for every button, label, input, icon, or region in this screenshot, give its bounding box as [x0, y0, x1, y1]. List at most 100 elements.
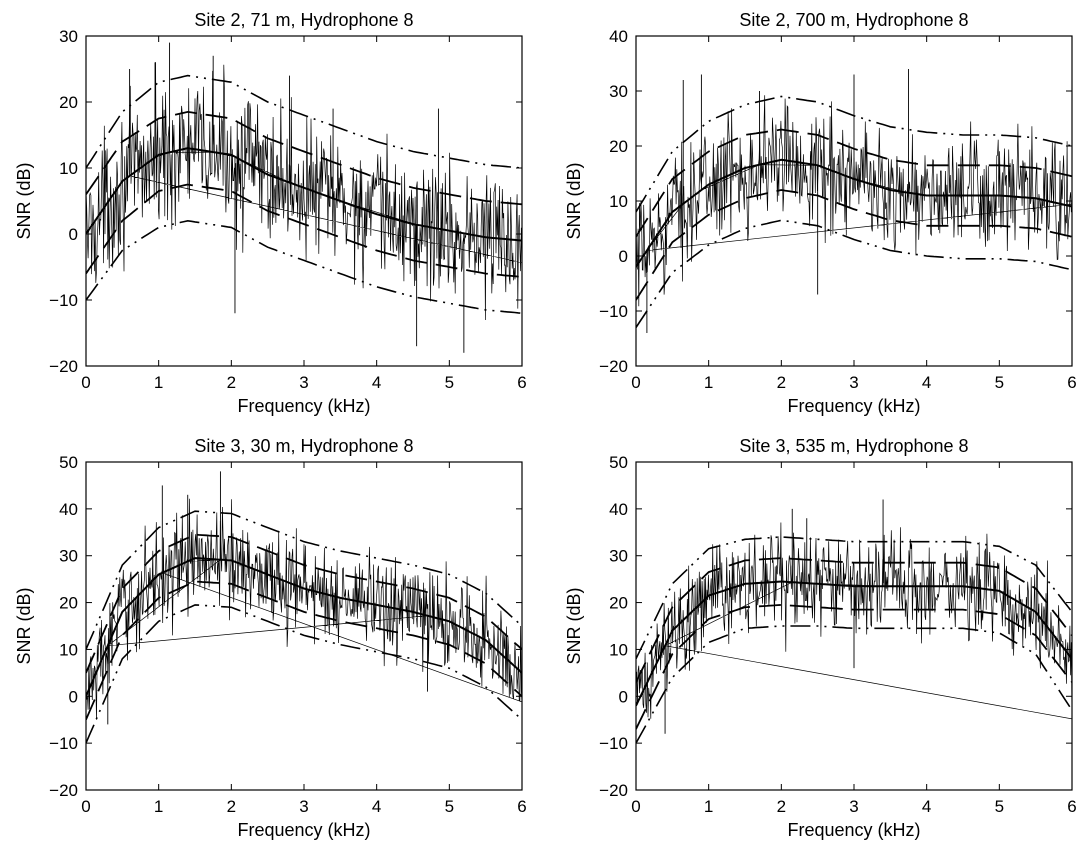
y-tick-label: 0 — [619, 687, 628, 706]
y-tick-label: 40 — [609, 500, 628, 519]
x-tick-label: 4 — [922, 797, 931, 816]
x-tick-label: 4 — [372, 797, 381, 816]
y-axis-label: SNR (dB) — [14, 162, 34, 239]
x-tick-label: 5 — [445, 797, 454, 816]
series-dashdot-5 — [86, 604, 522, 744]
y-tick-label: 40 — [609, 27, 628, 46]
y-axis-label: SNR (dB) — [564, 587, 584, 664]
series-solid-1 — [86, 557, 522, 697]
x-tick-label: 1 — [154, 797, 163, 816]
x-tick-label: 6 — [1067, 373, 1076, 392]
y-axis-label: SNR (dB) — [564, 162, 584, 239]
y-tick-label: −10 — [49, 734, 78, 753]
series-solid-1 — [636, 580, 1072, 707]
x-tick-label: 0 — [81, 797, 90, 816]
x-tick-label: 0 — [81, 373, 90, 392]
x-tick-label: 1 — [704, 373, 713, 392]
y-tick-label: 30 — [59, 27, 78, 46]
series-dashdot-4 — [86, 74, 522, 169]
series-dashed-2 — [86, 110, 522, 206]
y-tick-label: −20 — [599, 781, 628, 800]
series-dashed-2 — [636, 128, 1072, 238]
y-tick-label: 0 — [69, 687, 78, 706]
x-tick-label: 2 — [777, 797, 786, 816]
y-tick-label: 30 — [59, 547, 78, 566]
plot-area — [636, 499, 1072, 744]
x-tick-label: 3 — [299, 373, 308, 392]
series-dashdot-4 — [636, 536, 1072, 660]
x-tick-label: 3 — [299, 797, 308, 816]
series-solid-1 — [86, 147, 522, 242]
y-tick-label: 20 — [59, 594, 78, 613]
y-tick-label: 30 — [609, 547, 628, 566]
series-dashed-3 — [86, 580, 522, 721]
x-tick-label: 6 — [1067, 797, 1076, 816]
series-solid-1 — [636, 158, 1072, 268]
y-tick-label: −10 — [599, 734, 628, 753]
x-axis-label: Frequency (kHz) — [237, 820, 370, 840]
y-tick-label: 10 — [59, 640, 78, 659]
x-tick-label: 1 — [704, 797, 713, 816]
series-measured-snr — [636, 95, 1072, 307]
x-axis-label: Frequency (kHz) — [237, 396, 370, 416]
x-tick-label: 6 — [517, 797, 526, 816]
plot-area — [86, 42, 522, 353]
series-dashed-2 — [636, 557, 1072, 683]
y-tick-label: 0 — [619, 247, 628, 266]
x-tick-label: 4 — [372, 373, 381, 392]
series-measured-snr — [86, 498, 522, 720]
x-tick-label: 5 — [995, 373, 1004, 392]
y-axis-label: SNR (dB) — [14, 587, 34, 664]
x-tick-label: 6 — [517, 373, 526, 392]
series-dashed-2 — [86, 533, 522, 674]
x-tick-label: 5 — [445, 373, 454, 392]
y-tick-label: 20 — [59, 93, 78, 112]
x-tick-label: 2 — [227, 373, 236, 392]
chart-panel-3: Site 3, 30 m, Hydrophone 8 Frequency (kHz… — [14, 436, 527, 840]
x-axis-label: Frequency (kHz) — [787, 396, 920, 416]
x-tick-label: 1 — [154, 373, 163, 392]
series-dashdot-4 — [636, 95, 1072, 213]
x-tick-label: 3 — [849, 373, 858, 392]
chart-title: Site 3, 30 m, Hydrophone 8 — [194, 436, 413, 456]
plot-area — [636, 69, 1072, 333]
chart-title: Site 2, 700 m, Hydrophone 8 — [739, 10, 968, 30]
series-dashdot-5 — [86, 219, 522, 314]
y-tick-label: 10 — [609, 192, 628, 211]
series-dashdot-5 — [636, 219, 1072, 328]
x-tick-label: 0 — [631, 373, 640, 392]
y-tick-label: −10 — [599, 302, 628, 321]
chart-panel-1: Site 2, 71 m, Hydrophone 8 Frequency (kHz… — [14, 10, 527, 416]
y-tick-label: 30 — [609, 82, 628, 101]
series-dashed-3 — [636, 603, 1072, 730]
x-tick-label: 4 — [922, 373, 931, 392]
chart-title: Site 2, 71 m, Hydrophone 8 — [194, 10, 413, 30]
chart-title: Site 3, 535 m, Hydrophone 8 — [739, 436, 968, 456]
y-tick-label: −20 — [49, 781, 78, 800]
chart-panel-2: Site 2, 700 m, Hydrophone 8 Frequency (kH… — [564, 10, 1077, 416]
y-tick-label: 10 — [59, 159, 78, 178]
series-dashed-3 — [636, 189, 1072, 301]
y-tick-label: 10 — [609, 640, 628, 659]
y-tick-label: 0 — [69, 225, 78, 244]
y-tick-label: 50 — [59, 453, 78, 472]
y-tick-label: 40 — [59, 500, 78, 519]
x-tick-label: 0 — [631, 797, 640, 816]
plot-area — [86, 471, 522, 744]
x-tick-label: 5 — [995, 797, 1004, 816]
y-tick-label: −10 — [49, 291, 78, 310]
x-tick-label: 2 — [777, 373, 786, 392]
y-tick-label: 20 — [609, 594, 628, 613]
y-tick-label: −20 — [599, 357, 628, 376]
x-tick-label: 2 — [227, 797, 236, 816]
x-axis-label: Frequency (kHz) — [787, 820, 920, 840]
series-dashed-3 — [86, 183, 522, 278]
y-tick-label: 50 — [609, 453, 628, 472]
series-measured-snr — [86, 62, 522, 321]
chart-panel-4: Site 3, 535 m, Hydrophone 8 Frequency (kH… — [564, 436, 1077, 840]
y-tick-label: 20 — [609, 137, 628, 156]
y-tick-label: −20 — [49, 357, 78, 376]
series-dashdot-4 — [86, 510, 522, 650]
x-tick-label: 3 — [849, 797, 858, 816]
